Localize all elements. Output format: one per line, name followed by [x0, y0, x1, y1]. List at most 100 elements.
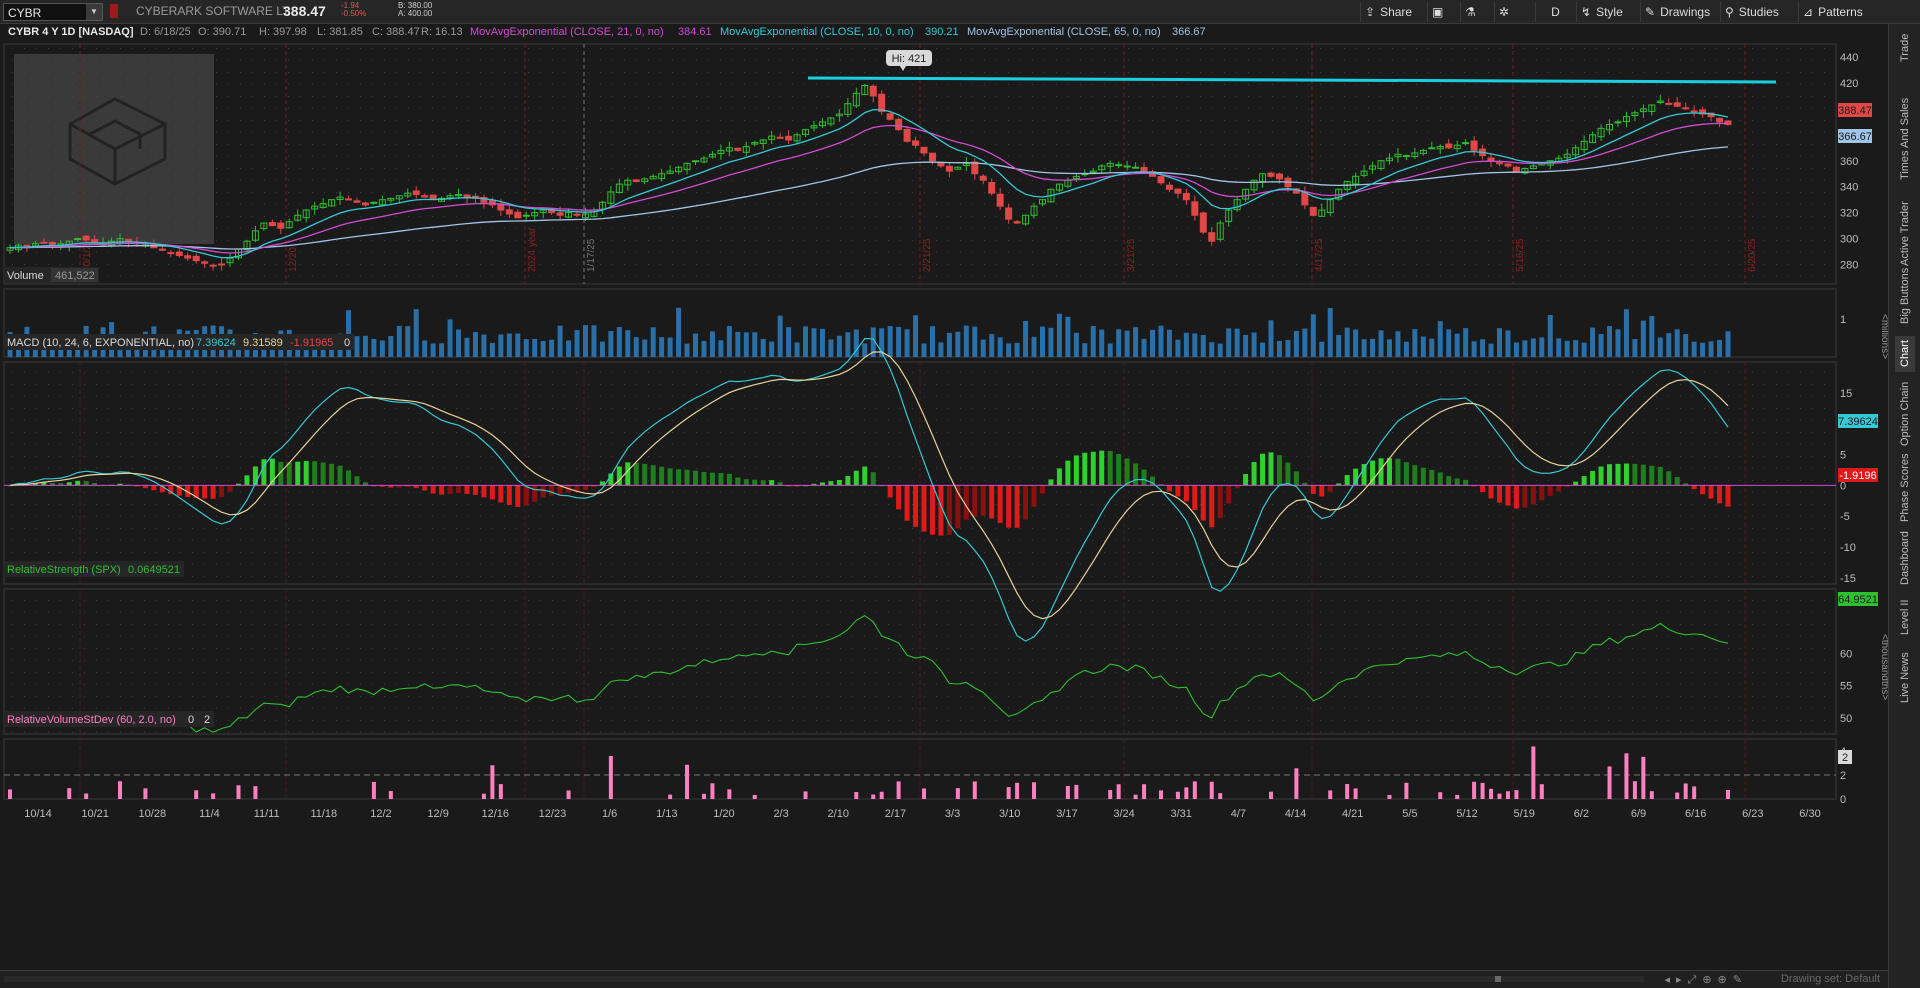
volume-bar	[1530, 338, 1536, 357]
ema21-label[interactable]: MovAvgExponential (CLOSE, 21, 0, no)	[470, 26, 664, 38]
candle-body	[1191, 201, 1199, 216]
chart-canvas[interactable]: CYBR 4 Y 1D [NASDAQ] D: 6/18/25 O: 390.7…	[0, 24, 1888, 970]
share-button[interactable]: ⇪ Share	[1360, 2, 1416, 22]
volume-bar	[938, 342, 944, 357]
volume-bar	[1006, 343, 1012, 357]
tab-level-ii[interactable]: Level II	[1899, 599, 1911, 635]
macd-label[interactable]: MACD (10, 24, 6, EXPONENTIAL, no)	[7, 337, 194, 349]
volume-bar	[1327, 307, 1333, 357]
volume-bar	[515, 333, 521, 357]
studies-button[interactable]: ⚲ Studies	[1720, 2, 1783, 22]
rv-label[interactable]: RelativeVolumeStDev (60, 2.0, no)	[7, 714, 176, 726]
style-button[interactable]: ↯ Style	[1576, 2, 1627, 22]
volume-bar	[489, 342, 495, 357]
candle-body	[1106, 162, 1114, 167]
volume-bar	[1260, 342, 1266, 357]
price-tick-label: 300	[1840, 234, 1858, 246]
candle-body	[1453, 144, 1461, 150]
candle-body	[793, 134, 801, 142]
pencil-icon: ✎	[1645, 5, 1656, 19]
macd-histogram	[7, 450, 1731, 536]
tab-chart[interactable]: Chart	[1895, 336, 1915, 372]
macd-hist-bar	[650, 465, 656, 486]
candle-body	[1174, 188, 1182, 194]
scrollbar-thumb[interactable]	[1495, 976, 1501, 982]
volume-bar	[362, 335, 368, 357]
tab-live-news[interactable]: Live News	[1899, 652, 1911, 704]
ema10-label[interactable]: MovAvgExponential (CLOSE, 10, 0, no)	[720, 26, 914, 38]
candle-body	[294, 214, 302, 221]
macd-hist-bar	[1370, 460, 1376, 486]
rv-bar	[1268, 791, 1273, 799]
candle-body	[361, 202, 369, 206]
horizontal-scrollbar[interactable]	[4, 976, 1644, 982]
rs-label[interactable]: RelativeStrength (SPX)	[7, 564, 121, 576]
volume-bar	[574, 330, 580, 357]
drawing-set-label[interactable]: Drawing set: Default	[1780, 973, 1880, 985]
tab-dashboard[interactable]: Dashboard	[1899, 531, 1911, 585]
rv-bar	[1726, 790, 1730, 799]
volume-bar	[1683, 334, 1689, 357]
volume-bar	[1107, 343, 1113, 357]
horizontal-trendline[interactable]	[807, 76, 1777, 84]
tab-big-buttons[interactable]: Big Buttons	[1899, 267, 1911, 325]
ema65-label[interactable]: MovAvgExponential (CLOSE, 65, 0, no)	[967, 26, 1161, 38]
range-value: R: 16.13	[421, 26, 463, 38]
x-tick-label: 3/10	[999, 808, 1020, 820]
settings-button[interactable]: ✲	[1494, 2, 1518, 22]
tab-trade[interactable]: Trade	[1899, 33, 1911, 63]
volume-bar	[659, 337, 665, 357]
hi-annotation: Hi: 421	[886, 50, 932, 71]
volume-bar	[1640, 320, 1646, 357]
volume-bar	[743, 332, 749, 357]
tab-phase-scores[interactable]: Phase Scores	[1899, 453, 1911, 523]
volume-bar	[481, 334, 487, 357]
candle-body	[759, 139, 767, 145]
tab-active-trader[interactable]: Active Trader	[1899, 201, 1911, 267]
rv-bar	[1497, 793, 1502, 799]
macd-hist-bar	[1683, 483, 1689, 486]
candle-body	[607, 191, 615, 204]
volume-bar	[625, 330, 631, 357]
zoom-controls[interactable]: ◂▸⤢⊕⊕✎	[1664, 974, 1748, 986]
volume-bar	[693, 333, 699, 357]
volume-bar	[557, 325, 563, 357]
candle-body	[708, 153, 716, 158]
candle-body	[48, 241, 56, 246]
volume-bar	[709, 331, 715, 357]
top-toolbar: CYBR ▼ CYBERARK SOFTWARE LT 388.47 -1.94…	[0, 0, 1920, 24]
tab-times-and-sales[interactable]: Times And Sales	[1899, 97, 1911, 181]
volume-bar	[1581, 342, 1587, 357]
candle-body	[573, 213, 581, 216]
symbol-selector[interactable]: CYBR ▼	[3, 3, 103, 21]
chevron-down-icon[interactable]: ▼	[86, 4, 102, 20]
tab-option-chain[interactable]: Option Chain	[1899, 381, 1911, 447]
drawings-button[interactable]: ✎ Drawings	[1640, 2, 1714, 22]
macd-tick-label: -10	[1840, 542, 1856, 554]
rv-bar	[1142, 784, 1147, 799]
volume-bar	[582, 325, 588, 357]
layout-button[interactable]: ▣	[1427, 2, 1452, 22]
candle-body	[311, 205, 319, 210]
rv-bar	[922, 788, 927, 799]
candle-body	[463, 194, 471, 198]
candle-body	[1614, 121, 1622, 124]
macd-hist-bar	[1378, 458, 1384, 486]
volume-bar	[1463, 328, 1469, 357]
volume-bar	[506, 333, 512, 357]
candle-body	[802, 129, 810, 135]
flag-icon[interactable]	[110, 4, 118, 18]
aggregation-button[interactable]: D	[1535, 2, 1575, 22]
patterns-button[interactable]: ⊿ Patterns	[1798, 2, 1867, 22]
candle-body	[903, 129, 911, 142]
volume-bar	[1598, 334, 1604, 357]
volume-bar	[346, 310, 352, 357]
macd-hist-bar	[447, 485, 453, 495]
volume-label[interactable]: Volume	[7, 270, 44, 282]
macd-hist-bar	[676, 469, 682, 486]
candle-body	[581, 213, 589, 219]
flask-button[interactable]: ⚗	[1460, 2, 1485, 22]
candle-body	[1208, 232, 1216, 242]
candle-body	[971, 161, 979, 175]
volume-bar	[1133, 327, 1139, 357]
